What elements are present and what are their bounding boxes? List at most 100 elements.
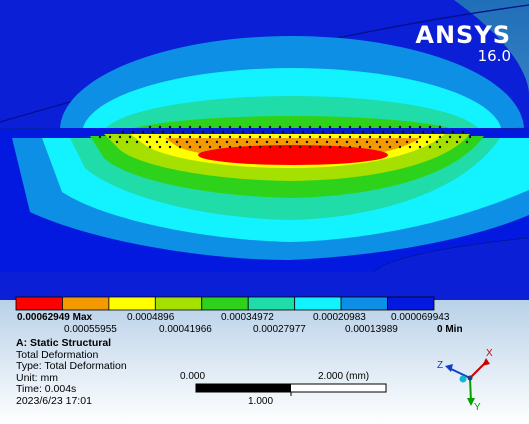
node-marker [258,135,262,139]
node-marker [411,130,415,134]
node-marker [265,140,269,144]
node-marker [238,145,242,149]
node-marker [278,125,282,129]
node-marker [328,135,332,139]
node-marker [321,130,325,134]
node-marker [188,145,192,149]
scale-bar-black-half [196,384,291,392]
node-marker [261,130,265,134]
node-marker [438,125,442,129]
node-marker [248,125,252,129]
node-marker [308,125,312,129]
legend-label-top-4: 0.000069943 [391,312,450,323]
triad-z-arrow [445,364,453,372]
node-marker [208,125,212,129]
legend-label-top-1: 0.0004896 [127,312,175,323]
node-marker [188,135,192,139]
node-marker [415,140,419,144]
node-marker [168,125,172,129]
node-marker [218,125,222,129]
result-type: Type: Total Deformation [16,360,127,373]
triad-origin [459,375,467,383]
node-marker [288,145,292,149]
node-marker [225,140,229,144]
node-marker [268,135,272,139]
node-marker [228,145,232,149]
node-marker [388,125,392,129]
node-marker [428,125,432,129]
legend-label-bottom-3: 0.00027977 [253,324,306,335]
legend-swatch-8 [340,296,388,311]
node-marker [398,125,402,129]
node-marker [218,145,222,149]
triad-z-label: Z [437,360,444,371]
node-marker [258,125,262,129]
node-marker [351,130,355,134]
node-marker [418,135,422,139]
legend-swatch-1 [15,296,63,311]
node-marker [215,140,219,144]
node-marker [311,130,315,134]
node-marker [455,140,459,144]
node-marker [198,145,202,149]
node-marker [158,135,162,139]
node-marker [118,135,122,139]
node-marker [358,125,362,129]
node-marker [188,125,192,129]
node-marker [108,135,112,139]
result-unit: Unit: mm [16,371,58,384]
node-marker [201,130,205,134]
node-marker [208,135,212,139]
node-marker [238,125,242,129]
node-marker [431,130,435,134]
legend-max-label: 0.00062949 Max [17,312,93,323]
node-marker [408,145,412,149]
node-marker [348,135,352,139]
node-marker [358,135,362,139]
node-marker [121,130,125,134]
node-marker [315,140,319,144]
node-marker [181,130,185,134]
ansys-brand: ANSYS 16.0 [415,22,511,65]
node-marker [158,125,162,129]
node-marker [458,135,462,139]
node-marker [248,145,252,149]
node-marker [161,130,165,134]
node-marker [308,145,312,149]
node-marker [418,125,422,129]
node-marker [381,130,385,134]
node-marker [218,135,222,139]
node-marker [221,130,225,134]
node-marker [241,130,245,134]
node-marker [368,135,372,139]
node-marker [445,140,449,144]
node-marker [168,135,172,139]
node-marker [378,135,382,139]
node-marker [151,130,155,134]
node-marker [328,125,332,129]
node-marker [208,145,212,149]
legend-swatch-5 [201,296,249,311]
node-marker [125,140,129,144]
result-date: 2023/6/23 17:01 [16,394,92,407]
node-marker [98,135,102,139]
axis-triad[interactable] [445,358,490,406]
node-marker [178,135,182,139]
node-marker [185,140,189,144]
node-marker [375,140,379,144]
node-marker [358,145,362,149]
node-markers [98,125,472,149]
legend-swatch-7 [294,296,342,311]
node-marker [318,145,322,149]
node-marker [238,135,242,139]
node-marker [428,145,432,149]
node-marker [128,135,132,139]
node-marker [398,135,402,139]
triad-y-arrow [467,398,475,406]
node-marker [298,145,302,149]
node-marker [291,130,295,134]
legend-label-bottom-1: 0.00055955 [64,324,117,335]
legend-label-top-2: 0.00034972 [221,312,274,323]
